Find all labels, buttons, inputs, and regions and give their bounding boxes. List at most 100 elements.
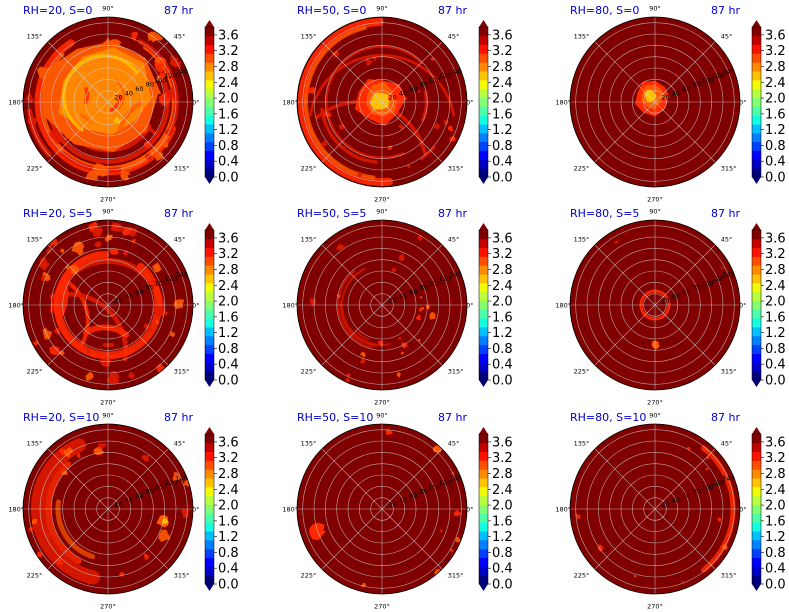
angular-gridline [321, 41, 383, 103]
angle-tick-label: 90° [649, 412, 661, 420]
colorbar-segment [752, 469, 761, 479]
colorbar-segment [205, 97, 214, 107]
field-patch [614, 240, 620, 245]
field-patch [39, 257, 50, 271]
colorbar-extend-min [479, 584, 488, 591]
angular-gridline [381, 244, 443, 306]
field-patch [158, 529, 170, 543]
field-patch [53, 327, 61, 336]
panel-title: RH=80, S=0 [570, 4, 639, 17]
colorbar-tick-label: 2.0 [218, 295, 239, 310]
field-patch [643, 89, 657, 103]
colorbar-segment [479, 566, 488, 576]
field-patch [42, 327, 49, 334]
radial-tick-label: 80 [420, 81, 428, 89]
colorbar-segment [205, 442, 214, 453]
angle-tick-label: 135° [574, 33, 590, 41]
angular-gridline [321, 448, 383, 510]
colorbar-segment [479, 531, 488, 541]
field-patch [651, 340, 660, 350]
colorbar-segment [479, 353, 488, 363]
angle-tick-label: 45° [174, 33, 186, 41]
angle-tick-label: 180° [8, 302, 24, 310]
field-patch [418, 90, 421, 93]
colorbar-extend-max [205, 223, 214, 230]
radial-tick-label: 60 [682, 85, 690, 93]
angular-gridline [47, 41, 109, 103]
colorbar-segment [205, 353, 214, 363]
colorbar-tick-label: 1.2 [218, 326, 239, 341]
field-patch [632, 372, 634, 374]
colorbar-tick-label: 2.8 [492, 467, 513, 482]
radial-tick-label: 40 [125, 89, 133, 97]
field-patch [169, 55, 182, 68]
colorbar-segment [205, 522, 214, 532]
colorbar-segment [752, 141, 761, 151]
radial-tick-label: 80 [146, 488, 154, 496]
field-patch [706, 455, 710, 460]
colorbar-segment [205, 265, 214, 275]
angle-tick-label: 90° [102, 208, 114, 216]
radial-tick-label: 60 [409, 492, 417, 500]
radial-tick-label: 100 [701, 483, 713, 491]
colorbar-segment [479, 79, 488, 90]
angle-tick-label: 180° [282, 506, 298, 514]
radial-tick-label: 40 [672, 292, 680, 300]
field-patch [94, 241, 102, 248]
colorbar-segment [479, 238, 488, 249]
radial-tick-label: 140 [449, 475, 461, 483]
colorbar-extend-max [205, 20, 214, 27]
colorbar-tick-label: 0.8 [765, 546, 786, 561]
field-patch [92, 227, 104, 238]
angle-tick-label: 225° [27, 367, 43, 375]
colorbar-segment [205, 539, 214, 550]
colorbar-segment [752, 150, 761, 160]
angle-tick-label: 90° [102, 412, 114, 420]
colorbar-tick-label: 3.2 [218, 451, 239, 466]
colorbar-tick-label: 0.8 [492, 342, 513, 357]
colorbar-frame [478, 433, 489, 585]
colorbar-frame [204, 26, 215, 178]
colorbar-segment [479, 575, 488, 585]
radial-tick-label: 140 [175, 68, 187, 76]
angle-tick-label: 0° [466, 506, 473, 514]
colorbar-segment [205, 27, 214, 37]
angle-tick-label: 180° [8, 506, 24, 514]
colorbar-segment [752, 371, 761, 381]
colorbar-segment [752, 238, 761, 249]
colorbar-segment [479, 106, 488, 116]
colorbar-segment [205, 557, 214, 567]
colorbar-segment [479, 247, 488, 257]
radial-tick-label: 100 [428, 483, 440, 491]
radial-tick-label: 140 [449, 271, 461, 279]
colorbar-segment [752, 79, 761, 90]
colorbar-segment [479, 291, 488, 301]
colorbar-segment [752, 71, 761, 81]
colorbar-frame [751, 433, 762, 585]
colorbar-extend-max [752, 20, 761, 27]
angle-tick-label: 135° [27, 236, 43, 244]
radial-tick-label: 80 [420, 284, 428, 292]
angle-tick-label: 135° [574, 440, 590, 448]
colorbar-extend-max [479, 223, 488, 230]
field-patch [432, 445, 442, 453]
colorbar-tick-label: 2.8 [492, 263, 513, 278]
angle-tick-label: 270° [100, 603, 116, 611]
angle-tick-label: 225° [27, 164, 43, 172]
radial-tick-label: 40 [125, 496, 133, 504]
radial-tick-label: 140 [175, 271, 187, 279]
angular-gridline [594, 508, 656, 570]
angle-tick-label: 315° [721, 367, 737, 375]
colorbar: 0.00.40.81.21.62.02.42.83.23.6 [478, 20, 513, 186]
colorbar-tick-label: 3.2 [492, 451, 513, 466]
field-patch [687, 446, 691, 451]
colorbar-segment [205, 495, 214, 505]
field-band [62, 54, 139, 132]
angle-tick-label: 225° [301, 164, 317, 172]
colorbar-segment [752, 478, 761, 488]
colorbar-segment [205, 282, 214, 293]
colorbar-segment [479, 309, 488, 319]
field-patch [40, 275, 47, 282]
